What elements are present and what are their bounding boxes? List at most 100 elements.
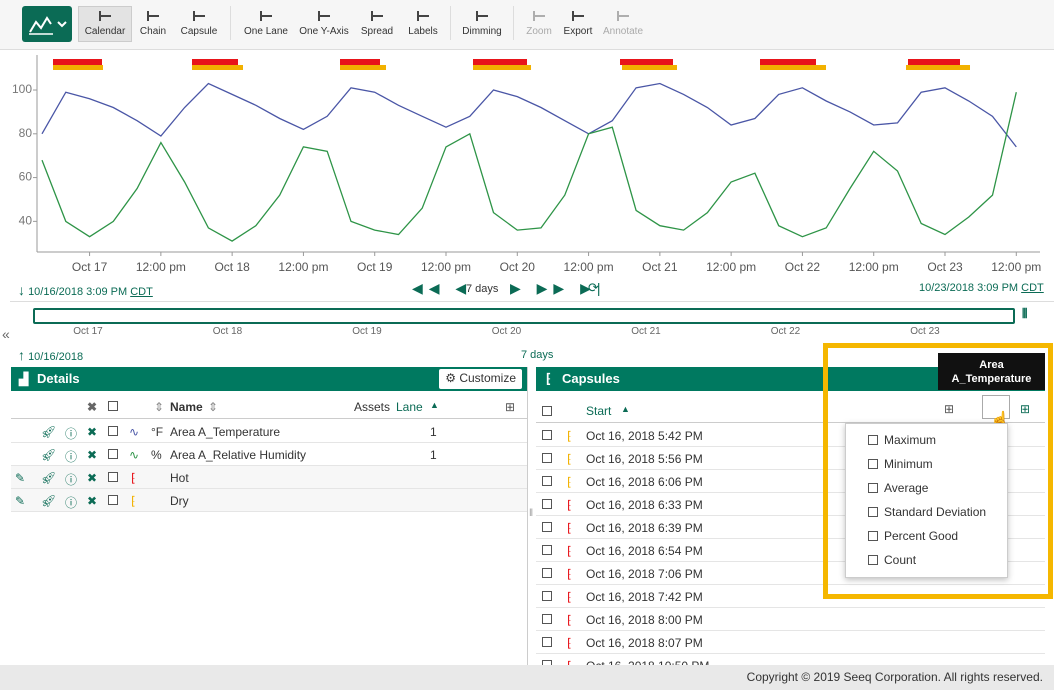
signal-name: Area A_Temperature	[170, 425, 280, 439]
toolbar-icon	[144, 8, 162, 24]
checkbox[interactable]	[542, 567, 552, 581]
menu-item[interactable]: Percent Good	[868, 529, 958, 543]
menu-item[interactable]: Average	[868, 481, 928, 495]
toolbar-button[interactable]: Dimming	[452, 8, 512, 37]
start-date[interactable]: 10/16/2018 3:09 PM	[28, 286, 127, 298]
name-header[interactable]: Name	[170, 400, 203, 414]
checkbox-box	[542, 614, 552, 624]
info-icon: ⓘ	[65, 448, 77, 465]
checkbox[interactable]	[108, 494, 118, 508]
start-time: ↓ 10/16/2018 3:09 PM CDT	[18, 282, 153, 298]
duration[interactable]: 7 days	[466, 283, 498, 295]
checkbox[interactable]	[542, 452, 552, 466]
x-tick-label: 12:00 pm	[136, 260, 186, 274]
overview-label: Oct 20	[487, 326, 527, 337]
capsule-icon: ⁅	[567, 544, 572, 558]
checkbox[interactable]	[542, 429, 552, 443]
hot-capsule	[620, 59, 673, 65]
toolbar-button[interactable]: One Y-Axis	[294, 8, 354, 37]
checkbox-box	[542, 522, 552, 532]
checkbox[interactable]	[542, 590, 552, 604]
end-timezone[interactable]: CDT	[1021, 282, 1044, 294]
overview-range[interactable]	[33, 308, 1015, 324]
details-panel: ▟Details ⚙ Customize ✖ ⇕Name⇕ Assets Lan…	[11, 367, 528, 665]
dry-capsule	[760, 65, 826, 70]
separator	[230, 6, 231, 40]
toolbar-label: Dimming	[462, 26, 501, 37]
capsule-row[interactable]: ⁅Oct 16, 2018 8:00 PM	[536, 608, 1045, 631]
splitter[interactable]: ‖	[529, 508, 533, 519]
remove-icon: ✖	[87, 471, 97, 485]
toolbar-button[interactable]: Annotate	[593, 8, 653, 37]
checkbox-box	[108, 472, 118, 482]
checkbox[interactable]	[108, 425, 118, 439]
lane-header[interactable]: Lane	[396, 400, 423, 414]
checkbox[interactable]	[542, 544, 552, 558]
rocket-icon: 🚀︎	[41, 494, 56, 508]
details-row[interactable]: ✎🚀︎ⓘ✖⁅Hot	[11, 466, 527, 489]
condition-icon: ⁅	[131, 494, 136, 508]
x-tick-label: Oct 19	[357, 260, 393, 274]
signal-icon: ∿	[129, 448, 139, 462]
overview-handle[interactable]: ⫴	[1022, 306, 1027, 322]
customize-button[interactable]: ⚙ Customize	[439, 369, 522, 389]
details-row[interactable]: 🚀︎ⓘ✖∿°FArea A_Temperature1	[11, 420, 527, 443]
remove-icon: ✖	[87, 448, 97, 462]
checkbox[interactable]	[542, 613, 552, 627]
dry-capsule	[473, 65, 531, 70]
overview-label: Oct 17	[68, 326, 108, 337]
x-tick-label: Oct 22	[785, 260, 821, 274]
refresh[interactable]: ⟳	[588, 280, 599, 296]
capsule-row[interactable]: ⁅Oct 16, 2018 8:07 PM	[536, 631, 1045, 654]
rocket-icon: 🚀︎	[41, 471, 56, 485]
toolbar: CalendarChainCapsuleOne LaneOne Y-AxisSp…	[0, 0, 1054, 50]
overview-label: Oct 19	[347, 326, 387, 337]
customize-label: Customize	[459, 371, 516, 385]
menu-item[interactable]: Count	[868, 553, 916, 567]
app-menu[interactable]	[22, 6, 72, 42]
lane: 1	[430, 448, 437, 462]
toolbar-icon	[414, 8, 432, 24]
capsule-icon: ⁅	[567, 590, 572, 604]
assets-header[interactable]: Assets	[354, 400, 390, 414]
capsule-icon: ⁅	[567, 636, 572, 650]
start-header[interactable]: Start	[586, 404, 611, 418]
capsule-icon: ⁅	[567, 613, 572, 627]
details-row[interactable]: ✎🚀︎ⓘ✖⁅Dry	[11, 489, 527, 512]
checkbox[interactable]	[108, 448, 118, 462]
x-tick-label: Oct 21	[642, 260, 678, 274]
menu-item[interactable]: Maximum	[868, 433, 936, 447]
checkbox[interactable]	[542, 498, 552, 512]
capsule-row[interactable]: ⁅Oct 16, 2018 10:50 PM	[536, 654, 1045, 665]
edit-icon: ✎	[15, 471, 25, 485]
checkbox[interactable]	[542, 636, 552, 650]
start-timezone[interactable]: CDT	[130, 286, 153, 298]
toolbar-icon	[190, 8, 208, 24]
details-header-row: ✖ ⇕Name⇕ Assets Lane▲ ⊞	[11, 395, 527, 419]
checkbox-box	[868, 555, 878, 565]
end-date[interactable]: 10/23/2018 3:09 PM	[919, 282, 1018, 294]
toolbar-icon	[368, 8, 386, 24]
checkbox[interactable]	[108, 471, 118, 485]
rocket-icon: 🚀︎	[41, 425, 56, 439]
checkbox-box	[542, 499, 552, 509]
menu-item[interactable]: Minimum	[868, 457, 933, 471]
checkbox-box	[108, 449, 118, 459]
x-tick-label: 12:00 pm	[706, 260, 756, 274]
signal-name: Hot	[170, 471, 189, 485]
details-row[interactable]: 🚀︎ⓘ✖∿%Area A_Relative Humidity1	[11, 443, 527, 466]
checkbox[interactable]	[542, 521, 552, 535]
menu-item[interactable]: Standard Deviation	[868, 505, 986, 519]
nav-back[interactable]: ◀◀ ◀	[412, 280, 472, 297]
unit: %	[151, 448, 162, 462]
rocket-icon: 🚀︎	[41, 448, 56, 462]
toolbar-button[interactable]: Capsule	[169, 8, 229, 37]
overview-label: Oct 21	[626, 326, 666, 337]
overview-start-date: 10/16/2018	[28, 351, 83, 363]
overview-duration: 7 days	[521, 349, 553, 361]
toolbar-button[interactable]: One Lane	[236, 8, 296, 37]
toolbar-button[interactable]: Labels	[393, 8, 453, 37]
checkbox-box	[108, 426, 118, 436]
checkbox[interactable]	[542, 475, 552, 489]
